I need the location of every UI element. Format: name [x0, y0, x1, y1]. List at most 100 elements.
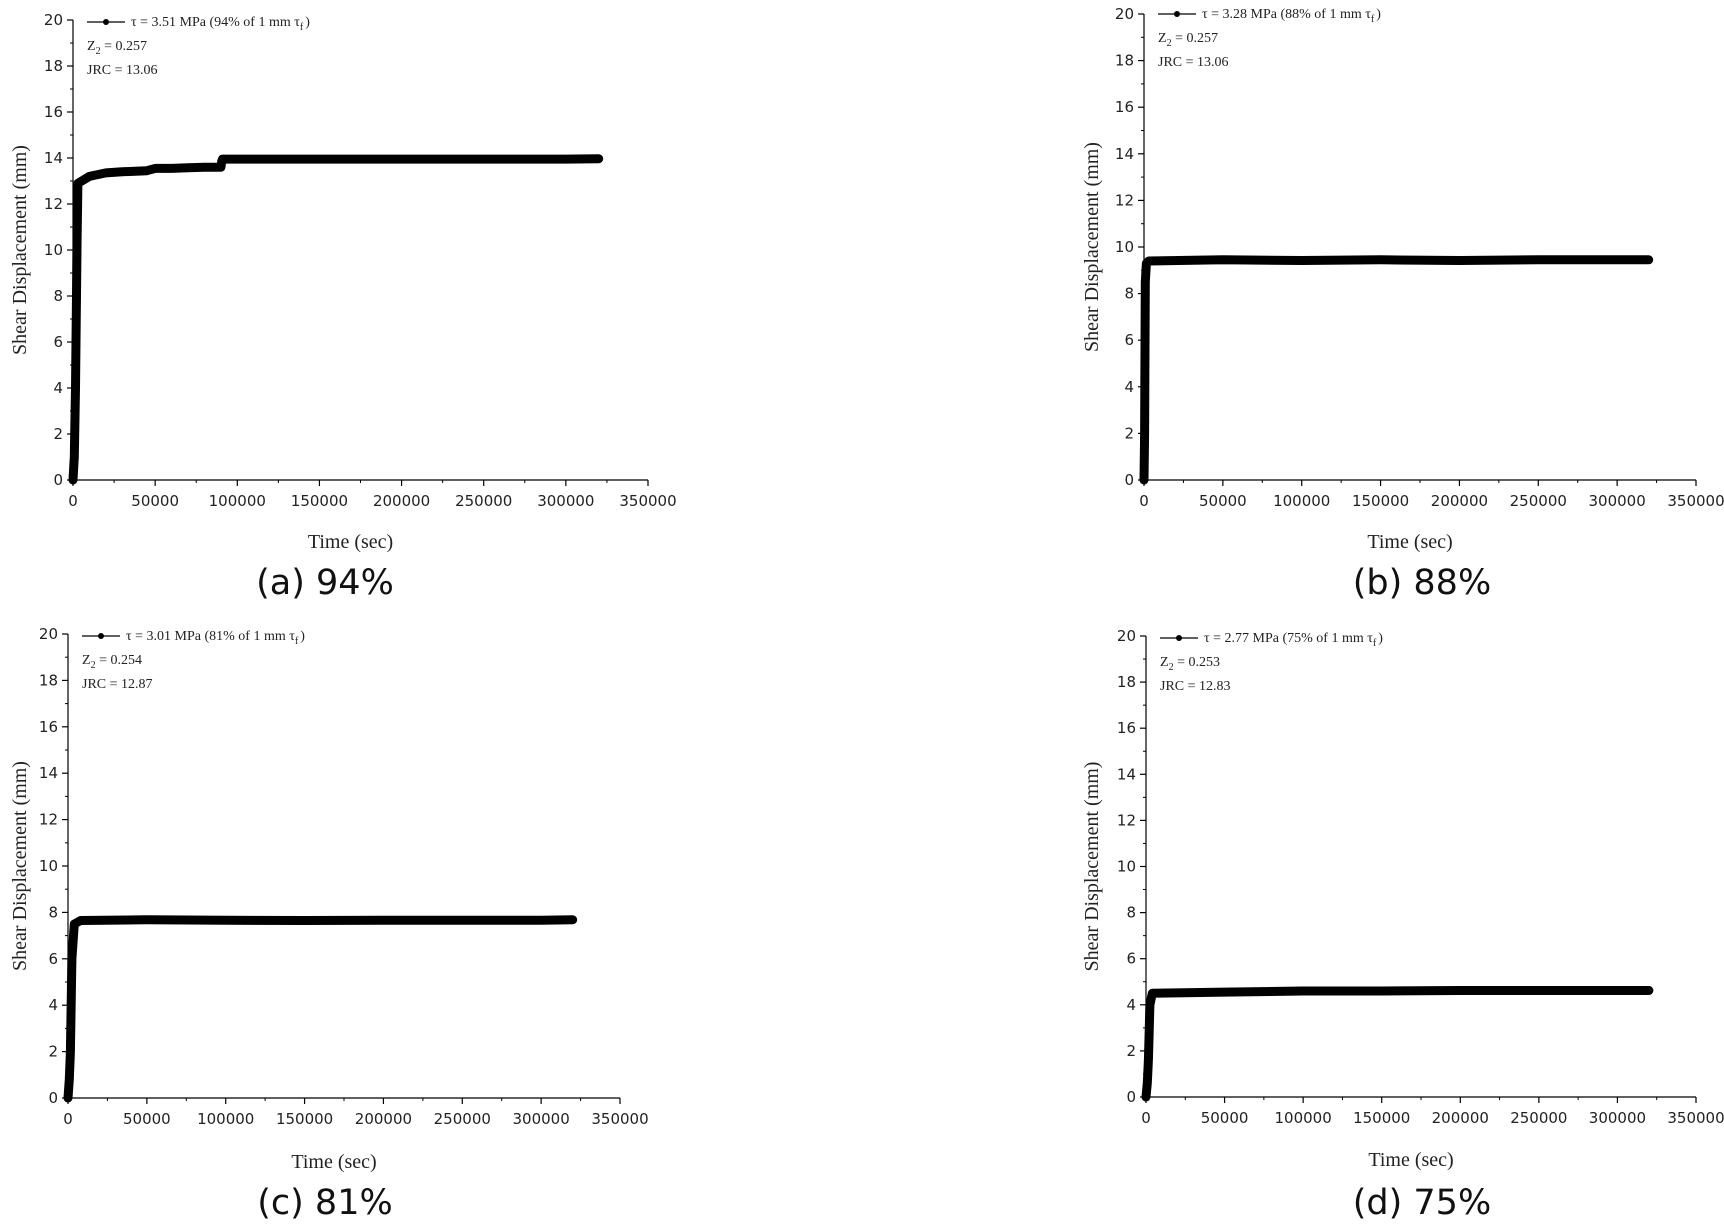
legend-marker — [1174, 11, 1180, 17]
legend-marker — [103, 19, 109, 25]
series-line — [63, 915, 578, 1103]
x-axis-title: Time (sec) — [1368, 1149, 1453, 1171]
y-tick-label: 16 — [1115, 98, 1134, 116]
chart-panel-a: 0 2 4 6 8 10 12 14 16 18 20 0 50000 100000 150000 20000… — [0, 0, 677, 553]
data-point — [184, 163, 192, 172]
legend-close-paren: ) — [305, 15, 310, 30]
legend-subscript: f — [1373, 638, 1377, 649]
x-tick-label: 300000 — [1589, 492, 1646, 510]
y-tick-label: 6 — [48, 950, 58, 968]
legend-subscript: f — [295, 636, 299, 647]
data-point — [233, 155, 242, 164]
x-tick-label: 250000 — [1510, 492, 1567, 510]
legend-z2: Z2 = 0.253 — [1160, 655, 1220, 673]
y-tick-label: 2 — [1124, 424, 1134, 442]
chart-a: 0 2 4 6 8 10 12 14 16 18 20 0 50000 100000 150000 20000… — [9, 11, 677, 553]
y-tick-label: 10 — [1117, 858, 1136, 876]
y-tick-label: 6 — [1124, 331, 1134, 349]
y-axis-title: Shear Displacement (mm) — [9, 761, 31, 971]
series-line — [68, 154, 604, 485]
caption-b: (b) 88% — [1352, 563, 1492, 603]
legend-z2-sub: 2 — [1169, 662, 1174, 673]
y-tick-label: 20 — [39, 625, 58, 643]
data-point — [73, 179, 82, 188]
data-point — [142, 166, 151, 175]
y-axis-title: Shear Displacement (mm) — [9, 145, 31, 355]
data-point — [1534, 986, 1543, 995]
x-tick-label: 250000 — [455, 492, 512, 510]
data-point — [561, 155, 570, 164]
y-tick-label: 16 — [39, 718, 58, 736]
data-point — [142, 915, 151, 924]
y-axis-title: Shear Displacement (mm) — [1081, 142, 1103, 352]
x-axis-title: Time (sec) — [1367, 531, 1452, 553]
y-tick-label: 8 — [53, 287, 63, 305]
data-point — [1644, 986, 1653, 995]
data-point — [379, 916, 388, 925]
data-point — [1297, 256, 1306, 265]
x-tick-label: 200000 — [355, 1110, 412, 1128]
data-point — [64, 1094, 72, 1102]
data-point — [1144, 256, 1153, 265]
y-tick-label: 0 — [53, 471, 63, 489]
chart-panel-d: 0 2 4 6 8 10 12 14 16 18 20 0 50000 100000 150000 20000… — [1070, 616, 1724, 1186]
x-tick-label: 50000 — [1201, 1109, 1249, 1127]
y-tick-label: 10 — [44, 241, 63, 259]
y-tick-label: 16 — [44, 103, 63, 121]
series-line — [1141, 986, 1654, 1102]
legend-z2-sub: 2 — [96, 46, 101, 57]
data-point — [1377, 986, 1386, 995]
y-tick-label: 0 — [1124, 471, 1134, 489]
y-tick-label: 2 — [1126, 1042, 1136, 1060]
x-tick-label: 200000 — [373, 492, 430, 510]
data-point — [1148, 989, 1157, 998]
legend-z2-value: = 0.254 — [96, 653, 142, 668]
legend-z2: Z2 = 0.257 — [87, 39, 147, 57]
data-point — [1220, 988, 1229, 997]
data-point — [73, 234, 82, 243]
x-tick-label: 250000 — [434, 1110, 491, 1128]
y-tick-label: 14 — [1117, 765, 1136, 783]
data-point — [1145, 1000, 1154, 1009]
x-tick-label: 250000 — [1510, 1109, 1567, 1127]
y-tick-label: 0 — [48, 1089, 58, 1107]
y-tick-label: 4 — [48, 996, 58, 1014]
data-point — [221, 916, 230, 925]
y-tick-label: 6 — [53, 333, 63, 351]
legend-marker — [1176, 635, 1182, 641]
x-tick-label: 100000 — [1275, 1109, 1332, 1127]
legend-z2: Z2 = 0.254 — [82, 653, 142, 671]
data-point — [315, 155, 324, 164]
data-point — [1613, 255, 1622, 264]
y-tick-label: 2 — [48, 1043, 58, 1061]
legend-z2: Z2 = 0.257 — [1158, 31, 1218, 49]
legend-z2-value: = 0.257 — [1172, 31, 1218, 46]
y-tick-label: 4 — [1124, 378, 1134, 396]
legend-subscript: f — [1371, 14, 1375, 25]
data-point — [71, 384, 80, 392]
data-point — [1644, 255, 1653, 264]
data-point — [101, 168, 110, 177]
data-point — [594, 154, 603, 163]
y-tick-label: 18 — [39, 671, 58, 689]
x-axis-title: Time (sec) — [291, 1151, 376, 1173]
y-axis-title: Shear Displacement (mm) — [1081, 762, 1103, 972]
caption-c: (c) 81% — [257, 1183, 393, 1223]
chart-panel-b: 0 2 4 6 8 10 12 14 16 18 20 0 50000 100000 150000 20000… — [1070, 0, 1724, 553]
x-tick-label: 0 — [1141, 1109, 1151, 1127]
x-tick-label: 0 — [63, 1110, 73, 1128]
data-point — [1455, 256, 1464, 265]
x-tick-label: 100000 — [1273, 492, 1330, 510]
x-tick-label: 100000 — [209, 492, 266, 510]
data-point — [1613, 986, 1622, 995]
x-tick-label: 300000 — [1589, 1109, 1646, 1127]
data-point — [70, 920, 79, 928]
y-tick-label: 8 — [1124, 285, 1134, 303]
x-tick-label: 150000 — [1353, 1109, 1410, 1127]
y-tick-label: 14 — [1115, 145, 1134, 163]
data-point — [1218, 255, 1227, 264]
y-tick-label: 12 — [44, 195, 63, 213]
data-point — [1140, 429, 1149, 438]
y-tick-label: 8 — [48, 903, 58, 921]
data-point — [1142, 1093, 1150, 1101]
